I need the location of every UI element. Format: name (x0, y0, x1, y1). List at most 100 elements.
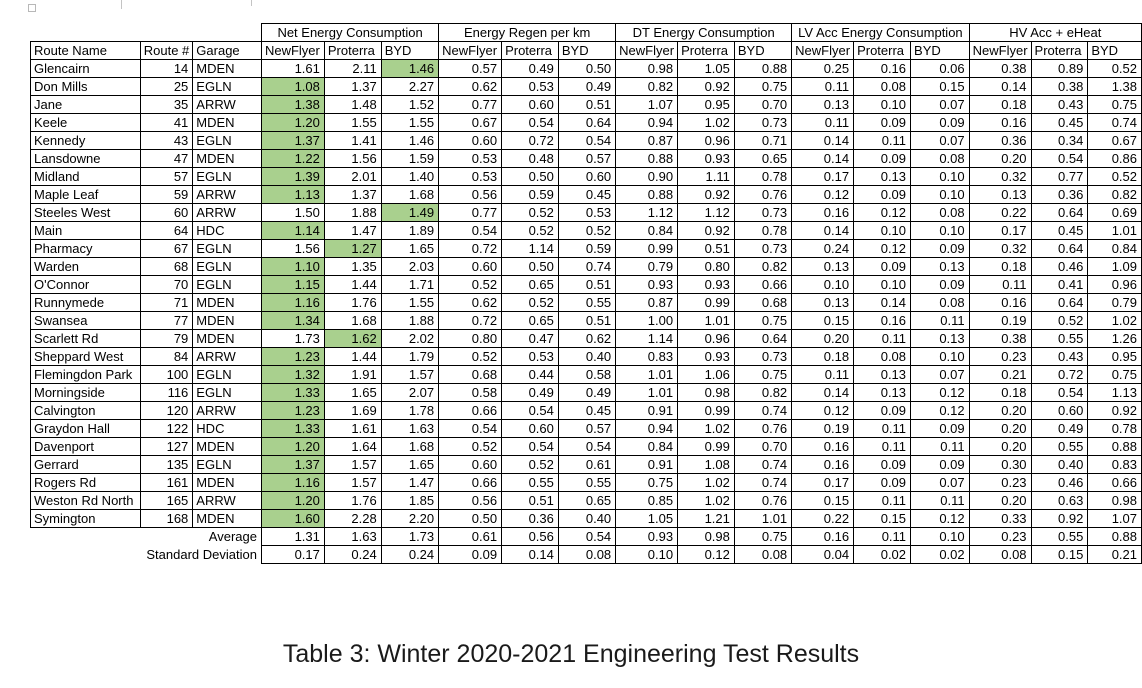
value-cell: 1.40 (380, 167, 440, 186)
value-cell: 0.65 (501, 311, 559, 330)
value-cell: 0.75 (733, 77, 793, 96)
value-cell: 0.47 (501, 329, 559, 348)
value-cell: 0.51 (501, 491, 559, 510)
value-cell: 0.96 (1087, 275, 1142, 294)
value-cell: 1.08 (260, 77, 325, 96)
route-name-cell: Swansea (30, 311, 141, 330)
value-cell: 1.05 (615, 509, 679, 528)
value-cell: 0.73 (733, 113, 793, 132)
value-cell: 0.11 (910, 311, 970, 330)
value-cell: 2.02 (380, 329, 440, 348)
value-cell: 0.82 (1087, 185, 1142, 204)
value-cell: 0.96 (677, 329, 735, 348)
column-header: NewFlyer (968, 41, 1032, 60)
value-cell: 0.52 (501, 221, 559, 240)
route-number-cell: 127 (139, 437, 194, 456)
value-cell: 0.52 (1030, 311, 1089, 330)
value-cell: 0.86 (1087, 149, 1142, 168)
route-name-cell: Midland (30, 167, 141, 186)
garage-cell: ARRW (192, 203, 262, 222)
value-cell: 1.00 (615, 311, 679, 330)
value-cell: 0.72 (438, 311, 503, 330)
value-cell: 0.64 (1030, 239, 1089, 258)
value-cell: 1.76 (323, 491, 382, 510)
value-cell: 0.91 (615, 455, 679, 474)
value-cell: 1.35 (323, 257, 382, 276)
summary-value-cell: 0.10 (910, 527, 970, 546)
value-cell: 0.93 (677, 149, 735, 168)
route-name-cell: Steeles West (30, 203, 141, 222)
value-cell: 1.15 (260, 275, 325, 294)
garage-cell: EGLN (192, 131, 262, 150)
value-cell: 0.51 (557, 275, 617, 294)
value-cell: 0.90 (615, 167, 679, 186)
value-cell: 1.05 (677, 59, 735, 78)
garage-cell: EGLN (192, 275, 262, 294)
value-cell: 1.38 (1087, 77, 1142, 96)
value-cell: 0.15 (791, 311, 855, 330)
value-cell: 0.16 (968, 113, 1032, 132)
value-cell: 0.33 (968, 509, 1032, 528)
value-cell: 1.46 (380, 131, 440, 150)
value-cell: 2.27 (380, 77, 440, 96)
value-cell: 0.19 (968, 311, 1032, 330)
table-row: Glencairn 14 MDEN 1.61 2.11 1.46 0.57 0.49 0.50 0… (30, 59, 1142, 78)
value-cell: 0.18 (968, 383, 1032, 402)
table-row: Maple Leaf 59 ARRW 1.13 1.37 1.68 0.56 0.59 0.45… (30, 185, 1142, 204)
column-header: NewFlyer (260, 41, 325, 60)
value-cell: 0.07 (910, 95, 970, 114)
route-number-cell: 25 (139, 77, 194, 96)
value-cell: 0.10 (910, 347, 970, 366)
table-row: Keele 41 MDEN 1.20 1.55 1.55 0.67 0.54 0.64 0.94 1… (30, 113, 1142, 132)
value-cell: 0.93 (677, 275, 735, 294)
value-cell: 1.56 (260, 239, 325, 258)
column-header: BYD (557, 41, 617, 60)
route-name-cell: Morningside (30, 383, 141, 402)
value-cell: 0.08 (910, 293, 970, 312)
garage-cell: ARRW (192, 491, 262, 510)
value-cell: 0.55 (557, 293, 617, 312)
value-cell: 0.78 (733, 167, 793, 186)
table-row: Weston Rd North 165 ARRW 1.20 1.76 1.85 0.56 0.… (30, 491, 1142, 510)
value-cell: 0.45 (1030, 113, 1089, 132)
route-number-cell: 161 (139, 473, 194, 492)
value-cell: 0.75 (1087, 365, 1142, 384)
table-row: Pharmacy 67 EGLN 1.56 1.27 1.65 0.72 1.14 0.59 0.… (30, 239, 1142, 258)
value-cell: 0.52 (438, 437, 503, 456)
garage-cell: MDEN (192, 59, 262, 78)
value-cell: 1.39 (260, 167, 325, 186)
summary-value-cell: 1.31 (260, 527, 325, 546)
value-cell: 0.40 (557, 347, 617, 366)
value-cell: 1.16 (260, 293, 325, 312)
value-cell: 0.60 (438, 257, 503, 276)
value-cell: 0.52 (1087, 167, 1142, 186)
garage-cell: MDEN (192, 113, 262, 132)
value-cell: 0.43 (1030, 347, 1089, 366)
value-cell: 0.69 (1087, 203, 1142, 222)
value-cell: 0.21 (968, 365, 1032, 384)
column-header: NewFlyer (791, 41, 855, 60)
value-cell: 2.03 (380, 257, 440, 276)
value-cell: 0.10 (853, 221, 912, 240)
table-row: Symington 168 MDEN 1.60 2.28 2.20 0.50 0.36 0.40… (30, 509, 1142, 528)
route-number-cell: 60 (139, 203, 194, 222)
value-cell: 0.07 (910, 131, 970, 150)
value-cell: 0.14 (791, 149, 855, 168)
value-cell: 0.68 (733, 293, 793, 312)
route-name-cell: Kennedy (30, 131, 141, 150)
table-row: Swansea 77 MDEN 1.34 1.68 1.88 0.72 0.65 0.51 1.0… (30, 311, 1142, 330)
garage-cell: MDEN (192, 311, 262, 330)
value-cell: 0.49 (501, 59, 559, 78)
value-cell: 0.48 (501, 149, 559, 168)
value-cell: 1.14 (615, 329, 679, 348)
value-cell: 0.12 (910, 401, 970, 420)
value-cell: 0.54 (501, 437, 559, 456)
value-cell: 0.36 (968, 131, 1032, 150)
table-row: Gerrard 135 EGLN 1.37 1.57 1.65 0.60 0.52 0.61 0.… (30, 455, 1142, 474)
route-name-cell: Symington (30, 509, 141, 528)
value-cell: 0.08 (853, 347, 912, 366)
value-cell: 0.53 (501, 347, 559, 366)
summary-value-cell: 0.08 (733, 545, 793, 564)
summary-value-cell: 0.56 (501, 527, 559, 546)
value-cell: 1.55 (323, 113, 382, 132)
